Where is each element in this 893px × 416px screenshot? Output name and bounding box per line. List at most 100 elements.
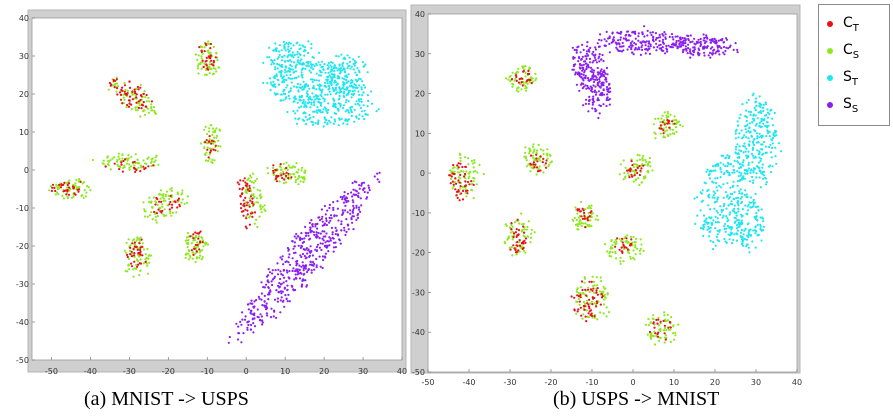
point-cs [608, 252, 611, 255]
point-ss [622, 49, 625, 52]
point-st [742, 144, 745, 148]
point-ct [463, 185, 467, 188]
point-ct [246, 209, 249, 212]
point-st [757, 141, 760, 144]
point-ss [617, 39, 620, 42]
point-cs [154, 159, 157, 162]
point-ss [276, 262, 279, 265]
point-ct [253, 211, 257, 214]
point-cs [197, 64, 200, 68]
point-ss [343, 226, 346, 229]
point-cs [649, 321, 653, 324]
point-st [745, 193, 749, 196]
point-cs [524, 146, 527, 149]
point-ct [648, 330, 652, 334]
point-ct [272, 169, 275, 172]
point-ss [306, 252, 309, 255]
point-ct [517, 229, 521, 232]
point-ct [640, 167, 643, 170]
point-st [740, 163, 743, 166]
point-ss [647, 40, 651, 43]
point-st [758, 104, 761, 107]
point-ss [686, 52, 689, 55]
point-ct [126, 103, 129, 107]
point-cs [143, 215, 147, 218]
point-ss [722, 45, 726, 49]
point-st [310, 71, 313, 74]
point-st [759, 225, 762, 228]
point-cs [208, 130, 211, 133]
point-ct [77, 190, 80, 193]
point-cs [186, 195, 189, 198]
point-st [304, 86, 307, 89]
point-cs [472, 166, 475, 169]
point-st [750, 135, 754, 138]
point-ss [596, 97, 600, 100]
point-ct [584, 288, 587, 291]
point-ct [592, 287, 595, 290]
point-cs [260, 207, 263, 210]
point-ss [237, 332, 240, 335]
point-st [341, 86, 344, 89]
point-ss [312, 231, 315, 234]
point-cs [126, 270, 129, 273]
point-cs [119, 166, 122, 169]
point-ct [239, 195, 242, 198]
point-cs [524, 65, 527, 68]
point-st [270, 63, 273, 66]
point-st [317, 121, 320, 124]
point-cs [652, 314, 655, 317]
point-st [325, 109, 328, 112]
point-cs [634, 179, 637, 182]
point-st [301, 63, 304, 66]
point-cs [654, 132, 657, 135]
point-cs [252, 193, 255, 196]
point-cs [584, 222, 587, 225]
point-ct [457, 189, 460, 192]
point-st [316, 122, 320, 126]
point-ss [318, 219, 322, 222]
point-st [766, 130, 770, 133]
point-ct [523, 239, 526, 242]
point-ss [634, 32, 637, 36]
point-cs [148, 196, 151, 199]
point-ss [327, 250, 330, 253]
point-st [733, 191, 736, 194]
point-cs [674, 331, 677, 334]
point-st [276, 92, 279, 96]
point-ct [74, 193, 77, 196]
point-st [747, 229, 751, 232]
point-ss [292, 289, 295, 292]
point-ct [156, 198, 159, 201]
point-ct [67, 193, 71, 196]
point-st [751, 240, 754, 243]
point-ss [332, 246, 336, 249]
point-st [754, 246, 757, 249]
point-cs [194, 53, 197, 56]
point-cs [575, 218, 579, 222]
point-cs [49, 185, 53, 188]
point-ss [304, 234, 308, 237]
point-ss [266, 280, 269, 283]
point-st [282, 75, 285, 78]
point-ss [293, 251, 296, 255]
point-ss [678, 45, 681, 48]
point-ct [584, 226, 587, 229]
point-st [738, 167, 741, 170]
point-cs [185, 239, 188, 242]
point-ss [681, 36, 684, 40]
point-ss [575, 83, 579, 86]
point-cs [255, 197, 259, 200]
point-ss [578, 62, 582, 66]
point-ss [279, 270, 282, 273]
point-cs [626, 172, 630, 175]
point-st [741, 239, 744, 243]
point-ct [192, 237, 195, 240]
point-ct [516, 244, 519, 247]
point-st [696, 196, 699, 199]
point-cs [134, 109, 138, 112]
point-ct [246, 201, 249, 204]
point-ss [602, 89, 605, 92]
point-ss [300, 265, 303, 268]
point-st [309, 61, 312, 64]
